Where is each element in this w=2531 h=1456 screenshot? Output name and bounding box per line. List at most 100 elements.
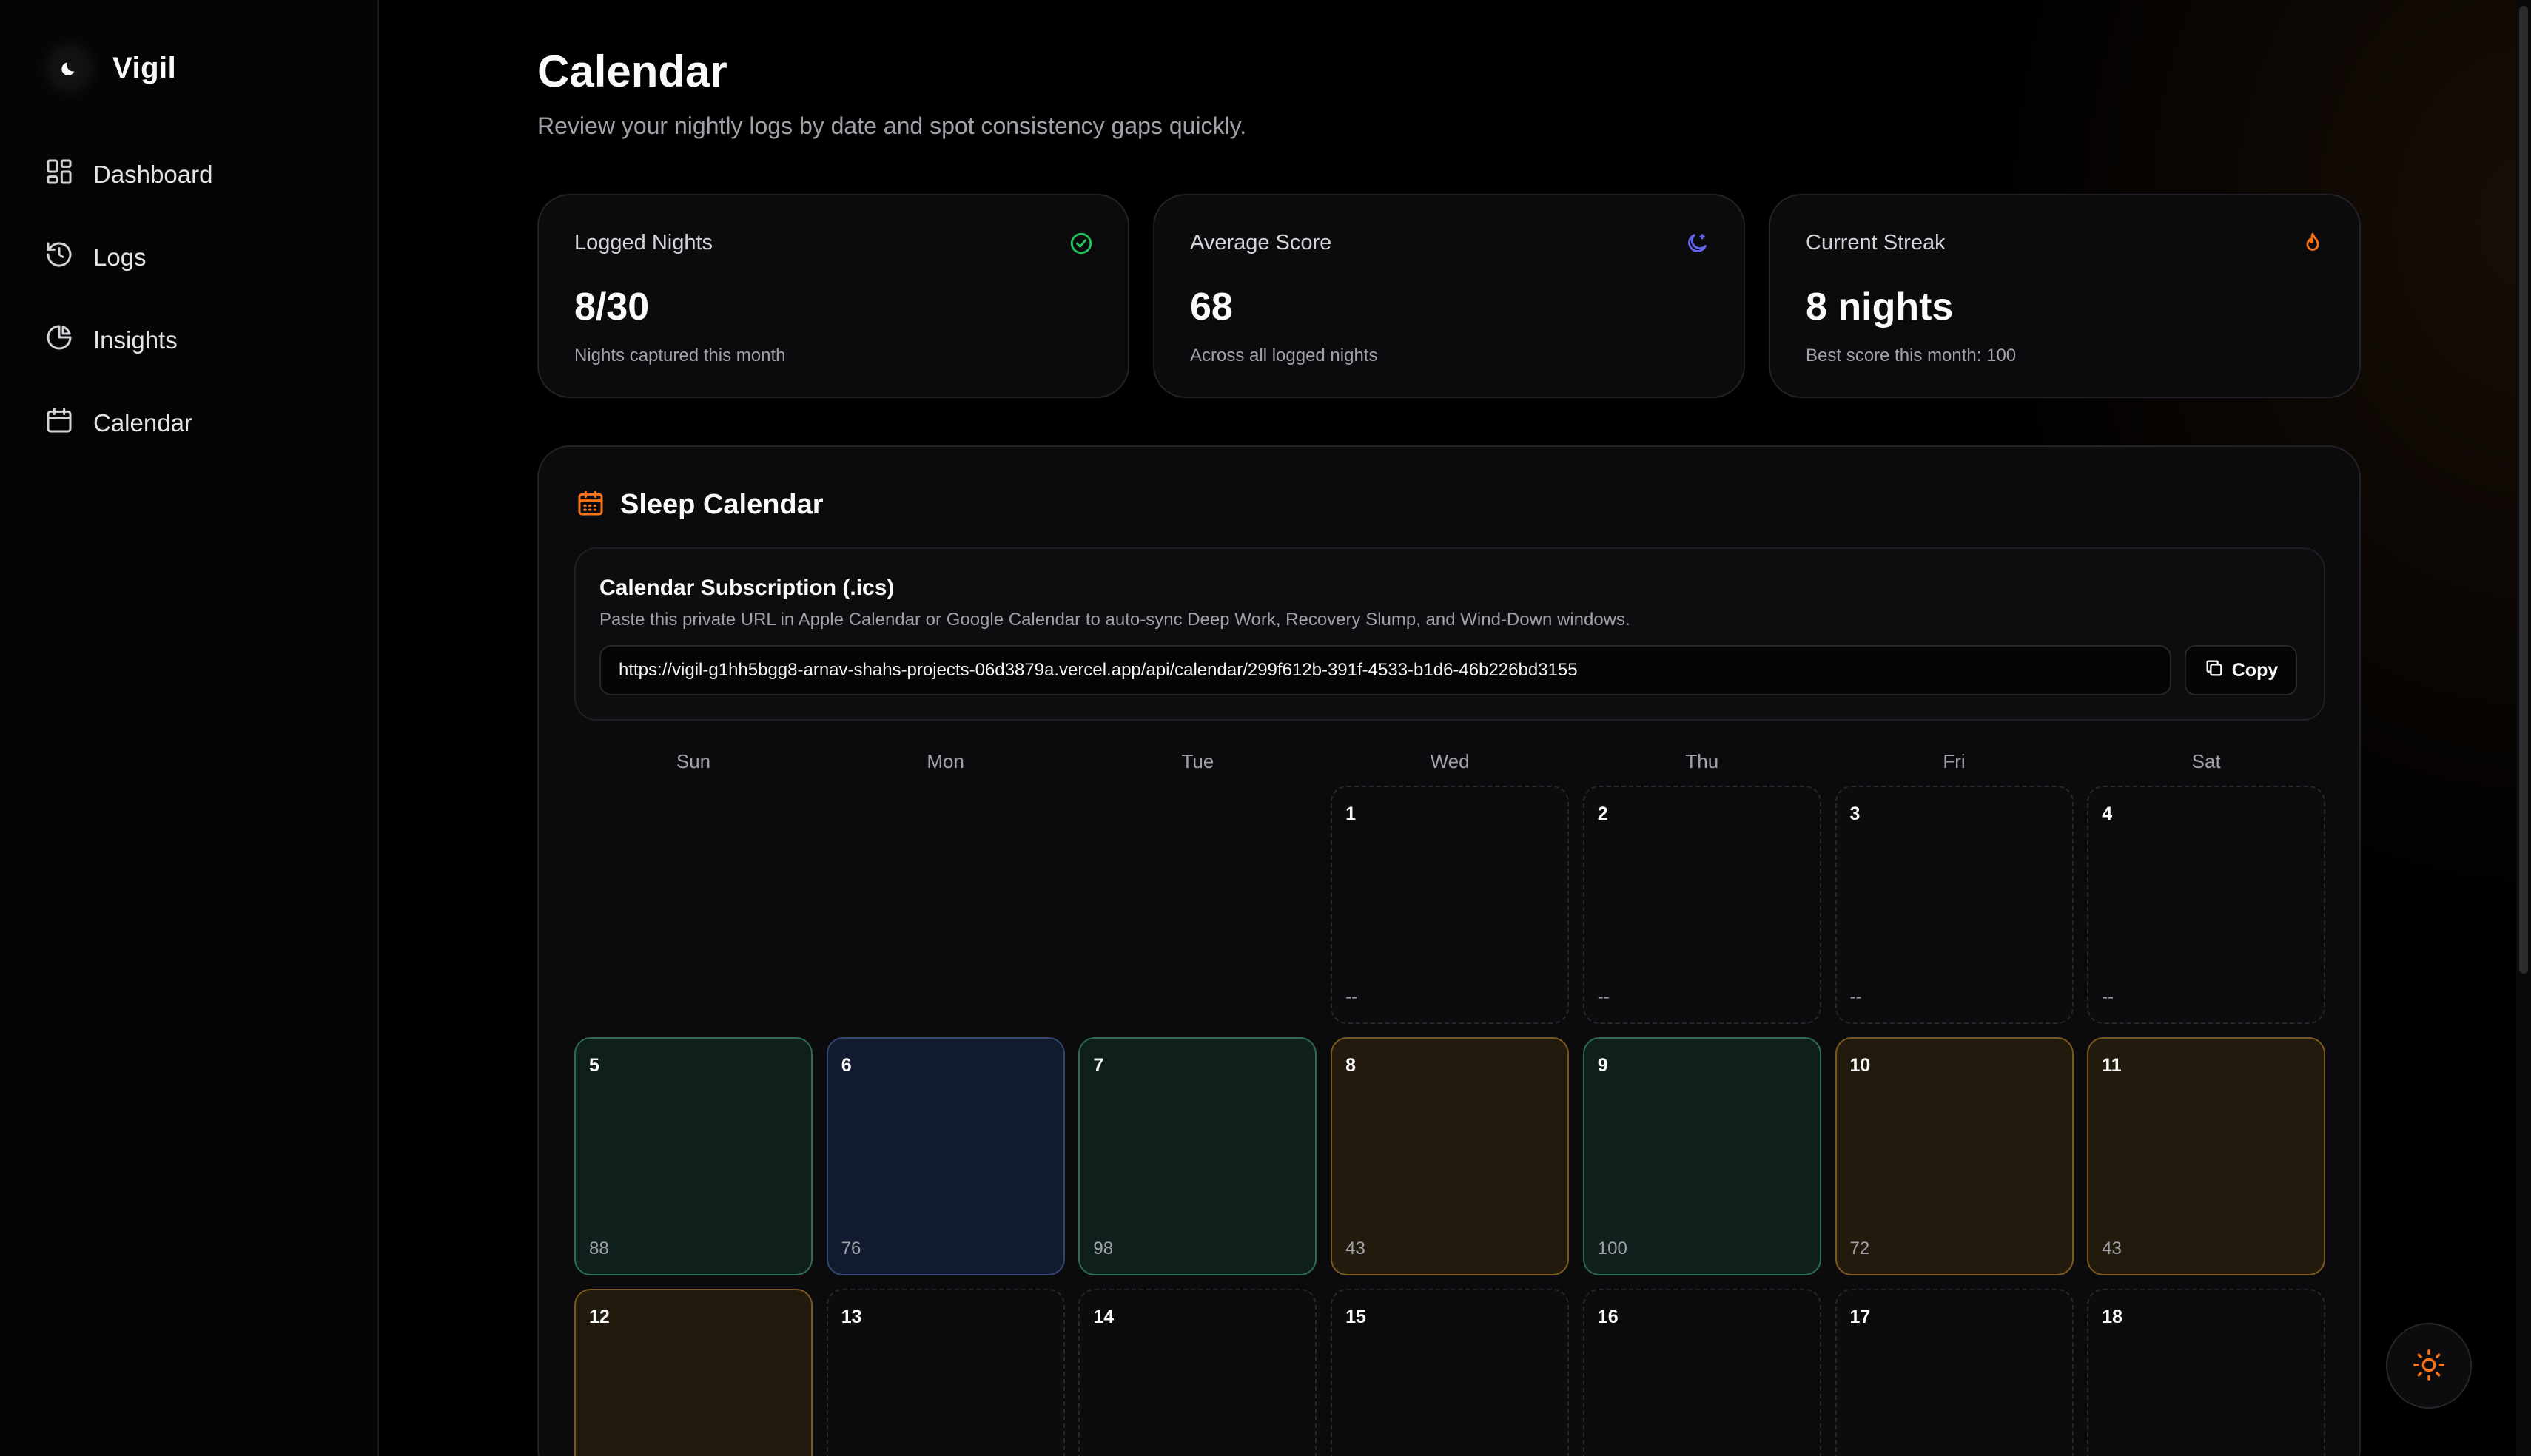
stat-value: 68 <box>1190 286 1233 328</box>
day-number: 14 <box>1093 1307 1115 1327</box>
weekday-label-wed: Wed <box>1430 750 1470 772</box>
calendar-day-4[interactable]: 4 -- <box>2087 786 2326 1024</box>
moon-icon <box>1684 231 1710 256</box>
day-number: 3 <box>1849 803 1861 824</box>
sidebar-item-label: Calendar <box>93 409 192 437</box>
day-number: 7 <box>1093 1055 1104 1076</box>
calendar-day-14[interactable]: 14 <box>1078 1289 1317 1456</box>
sidebar-item-logs[interactable]: Logs <box>44 234 212 281</box>
calendar-header: Sleep Calendar <box>576 488 824 522</box>
day-score: -- <box>1849 987 1862 1007</box>
sleep-calendar-card: Sleep Calendar Calendar Subscription (.i… <box>537 445 2361 1456</box>
page-title: Calendar <box>537 47 727 96</box>
dashboard-grid-icon <box>44 157 74 192</box>
calendar-day-16[interactable]: 16 <box>1582 1289 1821 1456</box>
stat-card-average-score: Average Score 68 Across all logged night… <box>1153 194 1745 398</box>
calendar-day-5[interactable]: 5 88 <box>574 1037 813 1275</box>
sidebar-item-label: Logs <box>93 243 147 271</box>
stat-card-current-streak: Current Streak 8 nights Best score this … <box>1769 194 2361 398</box>
calendar-day-7[interactable]: 7 98 <box>1078 1037 1317 1275</box>
copy-icon <box>2204 658 2225 684</box>
day-number: 12 <box>589 1307 610 1327</box>
calendar-day-1[interactable]: 1 -- <box>1331 786 1570 1024</box>
sidebar-item-dashboard[interactable]: Dashboard <box>44 151 212 198</box>
pie-chart-icon <box>44 323 74 358</box>
day-number: 11 <box>2102 1055 2122 1076</box>
theme-toggle-button[interactable] <box>2386 1323 2472 1409</box>
copy-button[interactable]: Copy <box>2185 645 2297 695</box>
weekday-label-thu: Thu <box>1685 750 1719 772</box>
calendar-icon <box>44 405 74 441</box>
day-number: 17 <box>1849 1307 1871 1327</box>
calendar-title: Sleep Calendar <box>620 489 824 520</box>
day-score: 100 <box>1597 1238 1627 1258</box>
subscription-url-input[interactable]: https://vigil-g1hh5bgg8-arnav-shahs-proj… <box>599 645 2171 695</box>
day-score: -- <box>2102 987 2114 1007</box>
calendar-day-8[interactable]: 8 43 <box>1331 1037 1570 1275</box>
weekday-label-sat: Sat <box>2191 750 2221 772</box>
day-number: 2 <box>1597 803 1608 824</box>
weekday-label-sun: Sun <box>676 750 711 772</box>
day-score: 88 <box>589 1238 609 1258</box>
stat-label: Average Score <box>1190 231 1332 255</box>
day-score: 76 <box>841 1238 861 1258</box>
stat-note: Best score this month: 100 <box>1806 346 2017 365</box>
copy-button-label: Copy <box>2231 659 2279 681</box>
day-number: 18 <box>2102 1307 2122 1327</box>
calendar-day-9[interactable]: 9 100 <box>1582 1037 1821 1275</box>
brand-name: Vigil <box>112 51 177 84</box>
sidebar-item-label: Insights <box>93 326 178 354</box>
calendar-day-13[interactable]: 13 <box>826 1289 1065 1456</box>
subscription-title: Calendar Subscription (.ics) <box>599 576 895 600</box>
history-icon <box>44 240 74 275</box>
weekday-label-tue: Tue <box>1181 750 1214 772</box>
subscription-description: Paste this private URL in Apple Calendar… <box>599 610 1630 630</box>
day-number: 4 <box>2102 803 2113 824</box>
day-score: -- <box>1597 987 1610 1007</box>
page-subtitle: Review your nightly logs by date and spo… <box>537 112 1247 139</box>
day-number: 1 <box>1345 803 1356 824</box>
calendar-subscription-panel: Calendar Subscription (.ics) Paste this … <box>574 547 2325 721</box>
day-number: 5 <box>589 1055 599 1076</box>
weekday-header-row: Sun Mon Tue Wed Thu Fri Sat <box>574 750 2325 780</box>
day-number: 15 <box>1345 1307 1366 1327</box>
day-score: 72 <box>1849 1238 1870 1258</box>
day-score: -- <box>1345 987 1358 1007</box>
day-number: 16 <box>1597 1307 1619 1327</box>
calendar-day-15[interactable]: 15 <box>1331 1289 1570 1456</box>
calendar-day-11[interactable]: 11 43 <box>2087 1037 2326 1275</box>
calendar-day-6[interactable]: 6 76 <box>826 1037 1065 1275</box>
stat-value: 8 nights <box>1806 286 1954 328</box>
calendar-day-12[interactable]: 12 <box>574 1289 813 1456</box>
moon-icon <box>47 46 92 90</box>
stat-value: 8/30 <box>574 286 650 328</box>
sidebar-item-insights[interactable]: Insights <box>44 317 212 364</box>
stat-label: Current Streak <box>1806 231 1946 255</box>
scrollbar[interactable] <box>2516 0 2531 1456</box>
weekday-label-fri: Fri <box>1943 750 1966 772</box>
scrollbar-thumb[interactable] <box>2519 6 2528 974</box>
stat-label: Logged Nights <box>574 231 713 255</box>
calendar-icon <box>576 488 605 522</box>
sidebar-item-calendar[interactable]: Calendar <box>44 400 212 447</box>
day-number: 9 <box>1597 1055 1608 1076</box>
calendar-day-17[interactable]: 17 <box>1835 1289 2074 1456</box>
day-score: 98 <box>1093 1238 1114 1258</box>
calendar-day-10[interactable]: 10 72 <box>1835 1037 2074 1275</box>
weekday-label-mon: Mon <box>927 750 964 772</box>
sun-icon <box>2412 1348 2446 1384</box>
stat-note: Nights captured this month <box>574 346 786 365</box>
day-number: 13 <box>841 1307 862 1327</box>
brand[interactable]: Vigil <box>47 46 176 90</box>
sidebar: Vigil Dashboard Logs <box>0 0 379 1456</box>
calendar-day-2[interactable]: 2 -- <box>1582 786 1821 1024</box>
stat-card-logged-nights: Logged Nights 8/30 Nights captured this … <box>537 194 1129 398</box>
day-number: 8 <box>1345 1055 1356 1076</box>
sidebar-item-label: Dashboard <box>93 161 213 188</box>
day-number: 10 <box>1849 1055 1871 1076</box>
calendar-day-3[interactable]: 3 -- <box>1835 786 2074 1024</box>
stat-note: Across all logged nights <box>1190 346 1378 365</box>
flame-icon <box>2300 231 2325 256</box>
calendar-day-18[interactable]: 18 <box>2087 1289 2326 1456</box>
